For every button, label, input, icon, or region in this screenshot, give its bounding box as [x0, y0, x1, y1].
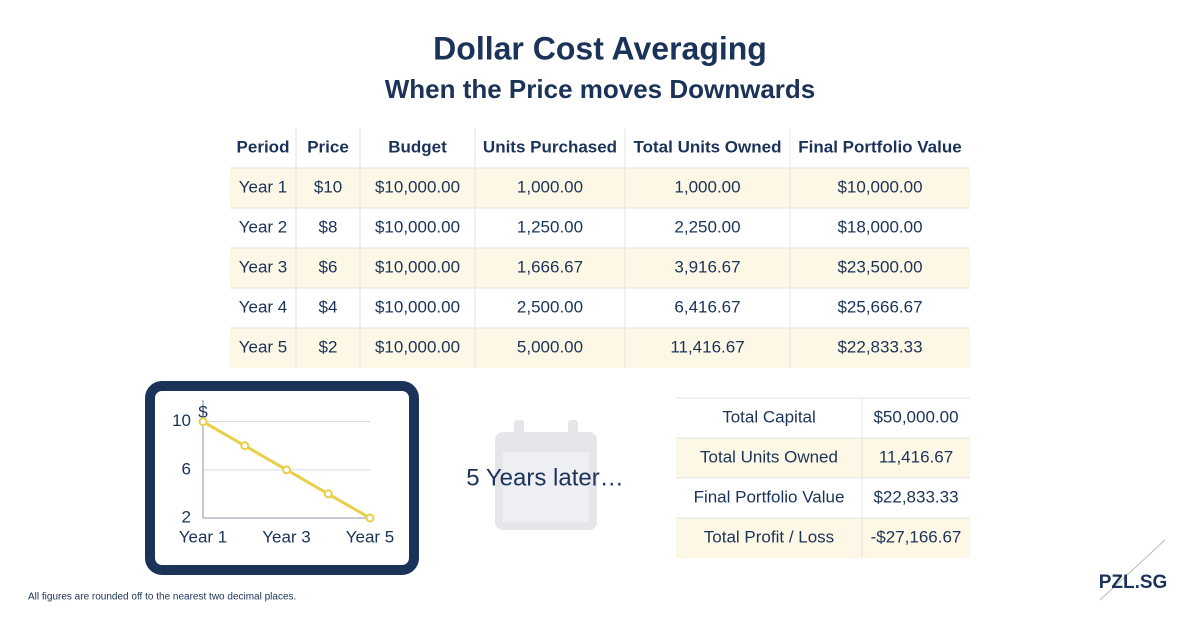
logo: PZL.SG [1099, 572, 1168, 593]
table-cell: $10,000.00 [375, 257, 460, 276]
title: Dollar Cost Averaging [433, 30, 767, 66]
table-cell: Year 4 [239, 297, 288, 316]
data-table: Period Price Budget Units Purchased Total Un… [230, 128, 970, 368]
x-tick-label: Year 1 [179, 527, 228, 546]
table-cell: 1,666.67 [517, 257, 583, 276]
y-tick-label: 2 [182, 507, 191, 526]
summary-row-bg [676, 398, 970, 438]
table-cell: Year 5 [239, 337, 288, 356]
table-cell: 2,250.00 [674, 217, 740, 236]
chart: 2 6 10 $ Year 1 Year 3 Year 5 [172, 400, 394, 546]
data-point [323, 489, 333, 499]
table-cell: 1,000.00 [674, 177, 740, 196]
column-header: Period [237, 137, 290, 156]
summary-label: Total Capital [722, 407, 816, 426]
table-cell: $4 [319, 297, 338, 316]
summary-value: $22,833.33 [873, 487, 958, 506]
x-tick-label: Year 3 [262, 527, 311, 546]
table-cell: $10,000.00 [375, 337, 460, 356]
table-row-bg [230, 248, 970, 288]
table-cell: $2 [319, 337, 338, 356]
y-axis-label: $ [198, 402, 208, 421]
logo-mark [1099, 539, 1166, 601]
data-point [198, 417, 208, 427]
caption: 5 Years later… [466, 464, 623, 491]
table-cell: 6,416.67 [674, 297, 740, 316]
summary-row-bg [676, 478, 970, 518]
table-cell: Year 2 [239, 217, 288, 236]
table-cell: $8 [319, 217, 338, 236]
table-cell: 1,250.00 [517, 217, 583, 236]
footnote: All figures are rounded off to the neare… [28, 592, 296, 603]
summary-table: Total Capital $50,000.00 Total Units Owned… [676, 397, 970, 558]
column-header: Units Purchased [483, 137, 617, 156]
column-header: Price [307, 137, 349, 156]
table-cell: $25,666.67 [837, 297, 922, 316]
table-cell: $23,500.00 [837, 257, 922, 276]
table-cell: 11,416.67 [670, 337, 744, 356]
summary-value: $50,000.00 [873, 407, 958, 426]
table-cell: 2,500.00 [517, 297, 583, 316]
data-point [240, 441, 250, 451]
summary-row-bg [676, 438, 970, 478]
table-cell: Year 3 [239, 257, 288, 276]
table-cell: $6 [319, 257, 338, 276]
data-point [282, 465, 291, 475]
x-tick-label: Year 5 [346, 527, 395, 546]
summary-label: Total Profit / Loss [704, 527, 834, 546]
column-header: Budget [388, 137, 447, 156]
table-cell: $10 [314, 177, 342, 196]
table-cell: $10,000.00 [375, 177, 460, 196]
table-row-bg [230, 208, 970, 248]
table-cell: 5,000.00 [517, 337, 583, 356]
subtitle: When the Price moves Downwards [385, 74, 816, 104]
table-row-bg [230, 168, 970, 208]
table-cell: 3,916.67 [674, 257, 740, 276]
summary-value: -$27,166.67 [871, 527, 962, 546]
table-cell: Year 1 [239, 177, 288, 196]
table-cell: $22,833.33 [837, 337, 922, 356]
summary-value: 11,416.67 [879, 447, 953, 466]
table-cell: $18,000.00 [837, 217, 922, 236]
y-tick-label: 10 [172, 411, 191, 430]
column-header: Total Units Owned [634, 137, 782, 156]
table-row-bg [230, 288, 970, 328]
table-cell: $10,000.00 [375, 297, 460, 316]
table-cell: 1,000.00 [517, 177, 583, 196]
chart-frame [145, 381, 419, 575]
table-row-bg [230, 328, 970, 368]
table-cell: $10,000.00 [837, 177, 922, 196]
data-point [365, 513, 375, 523]
summary-label: Total Units Owned [700, 447, 838, 466]
calendar-icon [495, 420, 597, 530]
table-cell: $10,000.00 [375, 217, 460, 236]
column-header: Final Portfolio Value [798, 137, 961, 156]
summary-label: Final Portfolio Value [694, 487, 845, 506]
summary-row-bg [676, 518, 970, 558]
y-tick-label: 6 [182, 459, 191, 478]
